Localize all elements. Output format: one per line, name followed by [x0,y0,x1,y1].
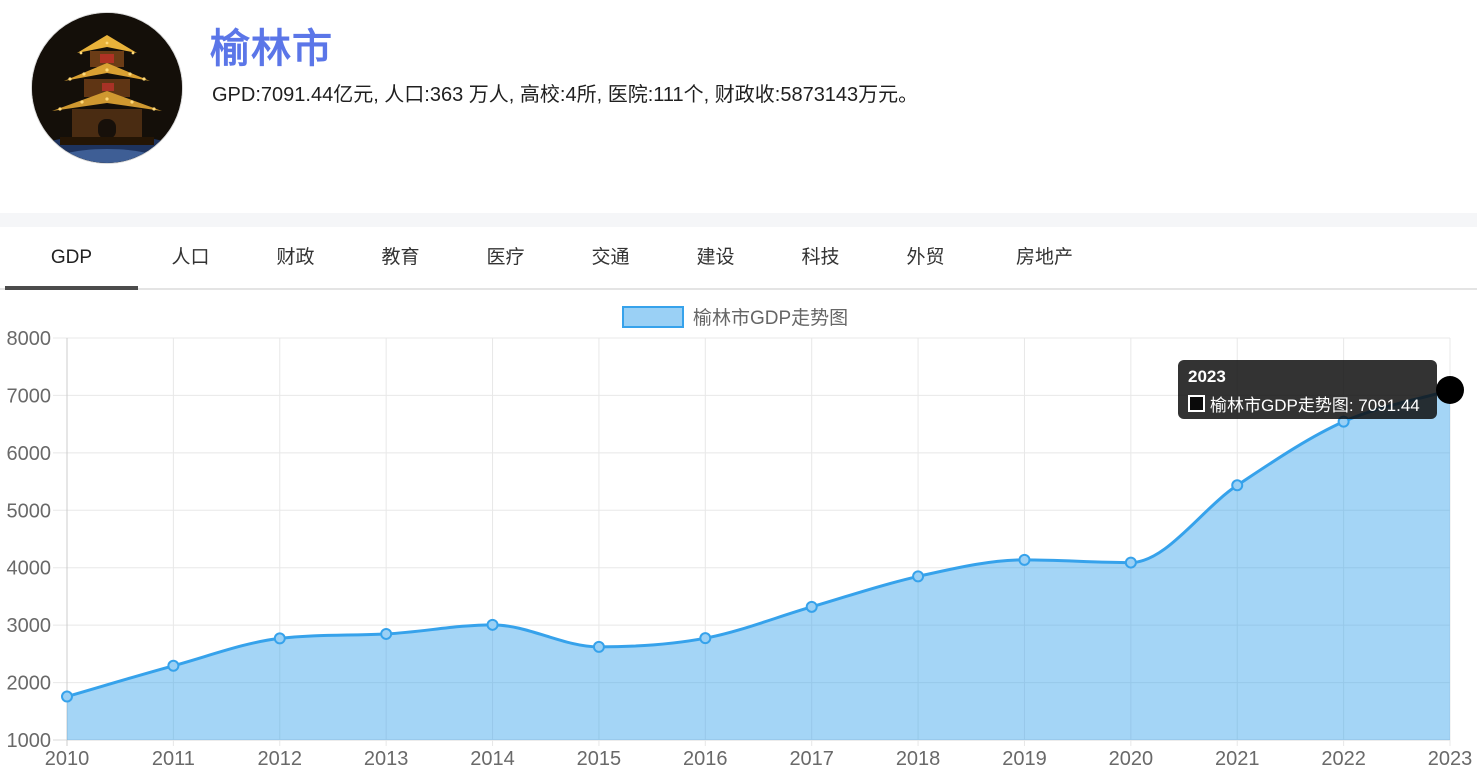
data-point[interactable] [380,627,393,640]
x-axis-label: 2020 [1109,748,1154,770]
x-axis-label: 2011 [152,748,195,770]
legend-label: 榆林市GDP走势图 [693,308,849,329]
data-point[interactable] [1231,479,1244,492]
data-point[interactable] [273,632,286,645]
x-axis-label: 2016 [683,748,728,770]
data-point[interactable] [61,690,73,703]
x-axis-label: 2021 [1215,748,1260,770]
x-axis-label: 2015 [577,748,622,770]
x-axis-label: 2018 [896,748,941,770]
tooltip-row: 榆林市GDP走势图: 7091.44 [1188,391,1427,416]
x-axis-label: 2017 [789,748,834,770]
gdp-chart-canvas[interactable]: 1000 2000 3000 4000 5000 6000 7000 8000 2010 2011… [0,330,1477,778]
data-point[interactable] [167,659,180,672]
y-axis-label: 3000 [7,615,52,637]
category-tabbar: GDP 人口 财政 教育 医疗 交通 建设 科技 外贸 房地产 [0,227,1477,290]
y-axis-label: 1000 [7,730,52,752]
y-axis-label: 4000 [7,558,52,580]
x-axis-label: 2012 [258,748,303,770]
tab-finance[interactable]: 财政 [276,247,315,268]
pagoda-night-illustration [32,13,182,163]
tab-trade[interactable]: 外贸 [906,247,945,268]
x-axis-label: 2013 [364,748,409,770]
y-axis-label: 5000 [7,500,52,522]
tab-medical[interactable]: 医疗 [486,247,525,268]
x-axis-label: 2019 [1002,748,1047,770]
data-point[interactable] [912,570,925,583]
active-data-point[interactable] [1436,376,1464,404]
legend-color-swatch-icon [622,305,684,328]
tab-construction[interactable]: 建设 [696,247,735,268]
city-summary: GPD:7091.44亿元, 人口:363 万人, 高校:4所, 医院:111个… [212,84,919,106]
tooltip-color-swatch-icon [1188,395,1205,412]
tab-education[interactable]: 教育 [381,247,420,268]
chart-legend[interactable]: 榆林市GDP走势图 [622,303,848,330]
page-title: 榆林市 [210,27,333,71]
data-point[interactable] [805,600,818,613]
x-axis-label: 2010 [45,748,90,770]
tab-population[interactable]: 人口 [171,247,210,268]
tooltip-title: 2023 [1188,367,1226,386]
x-axis-label: 2023 [1428,748,1473,770]
chart-tooltip: 2023 榆林市GDP走势图: 7091.44 [1178,360,1437,419]
area-fill [67,390,1450,740]
data-point[interactable] [592,640,605,653]
data-point[interactable] [1124,556,1137,569]
data-point[interactable] [486,618,499,631]
y-axis-label: 7000 [7,385,52,407]
x-axis-label: 2022 [1321,748,1366,770]
tab-realestate[interactable]: 房地产 [1015,247,1073,268]
city-photo [31,12,183,164]
tab-technology[interactable]: 科技 [801,247,840,268]
tab-gdp[interactable]: GDP [5,227,138,290]
y-axis-label: 8000 [7,330,52,350]
section-divider-band [0,213,1477,227]
x-axis-label: 2014 [470,748,515,770]
y-axis-label: 2000 [7,673,52,695]
y-axis-label: 6000 [7,443,52,465]
tooltip-value-text: 榆林市GDP走势图: 7091.44 [1210,396,1420,415]
data-point[interactable] [699,632,712,645]
data-point[interactable] [1018,553,1031,566]
tab-transport[interactable]: 交通 [591,247,630,268]
